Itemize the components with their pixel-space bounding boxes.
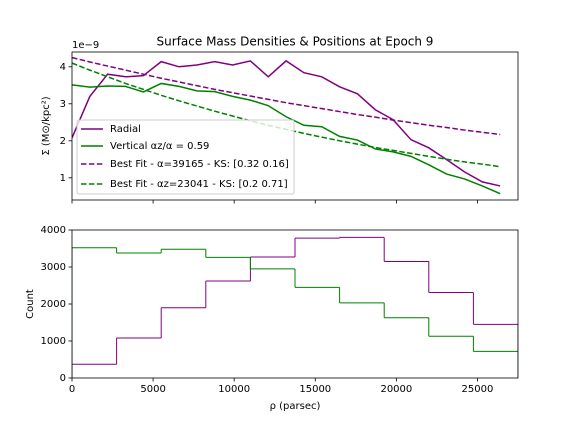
legend-box	[76, 119, 295, 195]
axes-frame	[71, 51, 519, 201]
y-tick-label: 1	[60, 173, 66, 184]
x-tick-label: 15000	[299, 384, 331, 395]
x-tick-label: 25000	[462, 384, 494, 395]
y-tick-label: 0	[60, 373, 66, 384]
x-axis-label: ρ (parsec)	[270, 401, 321, 412]
x-tick-label: 10000	[218, 384, 250, 395]
chart-title: Surface Mass Densities & Positions at Ep…	[157, 35, 434, 49]
legend-label: Best Fit - α=39165 - KS: [0.32 0.16]	[110, 159, 289, 170]
y-tick-label: 4	[60, 62, 66, 73]
y-tick-label: 4000	[41, 225, 66, 236]
y-tick-label: 3000	[41, 262, 66, 273]
legend-label: Best Fit - αz=23041 - KS: [0.2 0.71]	[110, 179, 288, 190]
plot-area	[72, 236, 518, 378]
axes-frame	[71, 229, 519, 379]
offset-text: 1e−9	[72, 40, 99, 51]
x-tick-label: 5000	[140, 384, 165, 395]
x-tick-label: 20000	[380, 384, 412, 395]
y-tick-label: 2000	[41, 299, 66, 310]
y-tick-label: 2	[60, 136, 66, 147]
x-tick-label: 0	[69, 384, 75, 395]
legend-label: Radial	[110, 124, 141, 135]
y-axis-label: Count	[25, 289, 36, 319]
legend-label: Vertical αz/α = 0.59	[110, 141, 209, 152]
y-axis-label: Σ (M⊙/kpc²)	[41, 96, 52, 155]
y-tick-label: 1000	[41, 336, 66, 347]
fit-line	[72, 56, 501, 136]
data-line	[72, 59, 501, 187]
y-tick-label: 3	[60, 99, 66, 110]
data-line	[72, 82, 501, 195]
